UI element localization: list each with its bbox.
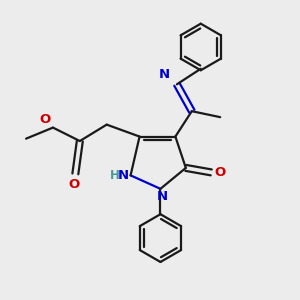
- Text: O: O: [39, 113, 51, 126]
- Text: N: N: [158, 68, 169, 81]
- Text: N: N: [118, 169, 129, 182]
- Text: O: O: [68, 178, 80, 191]
- Text: N: N: [156, 190, 167, 203]
- Text: H: H: [110, 169, 120, 182]
- Text: O: O: [215, 166, 226, 179]
